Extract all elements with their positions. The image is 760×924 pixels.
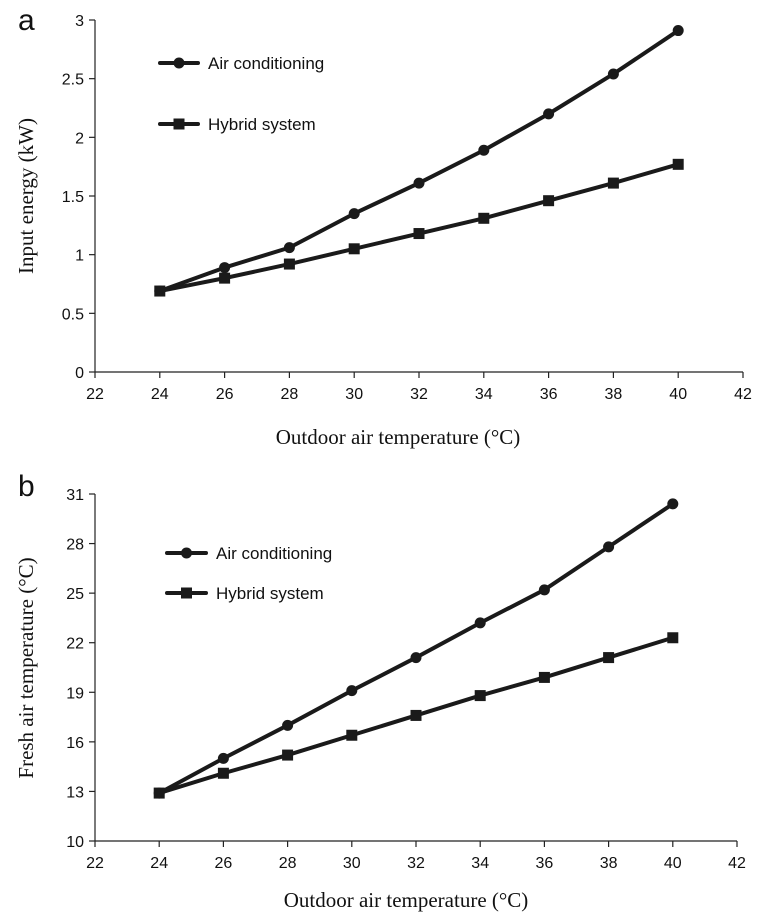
data-point-square (154, 285, 166, 297)
y-tick-label: 3 (75, 13, 84, 30)
y-tick-label: 1.5 (62, 189, 84, 206)
x-tick-label: 26 (215, 855, 233, 872)
series-hybrid-system (154, 158, 684, 297)
x-axis-title: Outdoor air temperature (°C) (276, 425, 521, 449)
data-point-square (413, 228, 425, 240)
data-point-square (543, 195, 555, 207)
y-tick-label: 16 (66, 735, 84, 752)
y-tick-label: 2.5 (62, 72, 84, 89)
y-axis-title: Fresh air temperature (°C) (14, 557, 38, 778)
data-point-square (667, 632, 679, 644)
y-tick-label: 22 (66, 636, 84, 653)
x-tick-label: 36 (536, 855, 554, 872)
x-tick-label: 40 (669, 386, 687, 403)
y-axis-title: Input energy (kW) (14, 118, 38, 274)
y-tick-label: 25 (66, 586, 84, 603)
x-tick-label: 40 (664, 855, 682, 872)
data-point-square (153, 787, 165, 799)
series-hybrid-system (153, 632, 679, 799)
data-point-circle (474, 617, 486, 629)
data-point-circle (478, 144, 490, 156)
data-point-circle (413, 177, 425, 189)
legend-entry: Hybrid system (158, 115, 316, 134)
panel-letter: b (18, 470, 35, 503)
y-tick-label: 31 (66, 487, 84, 504)
x-tick-label: 22 (86, 855, 104, 872)
data-point-square (478, 212, 490, 224)
data-point-circle (282, 719, 294, 731)
data-point-square (346, 729, 358, 741)
legend-marker-square (181, 587, 192, 599)
panel-letter: a (18, 4, 35, 37)
data-point-square (219, 272, 231, 284)
x-tick-label: 36 (540, 386, 558, 403)
data-point-circle (603, 541, 615, 553)
legend-label: Air conditioning (216, 544, 332, 563)
data-point-circle (410, 652, 422, 664)
legend-marker-circle (173, 57, 185, 69)
x-tick-label: 30 (343, 855, 361, 872)
data-point-circle (538, 584, 550, 596)
x-tick-label: 22 (86, 386, 104, 403)
chart-panel-a: a 22 24 26 28 30 32 34 36 38 40 42 0 0.5 1 1.5 2 2.5 3 Outd… (14, 4, 752, 449)
x-tick-label: 42 (728, 855, 746, 872)
x-tick-label: 28 (279, 855, 297, 872)
x-tick-label: 38 (605, 386, 623, 403)
x-tick-label: 38 (600, 855, 618, 872)
y-tick-label: 2 (75, 130, 84, 147)
y-tick-label: 0 (75, 365, 84, 382)
data-point-circle (217, 752, 229, 764)
legend-marker-circle (181, 547, 192, 559)
x-axis-title: Outdoor air temperature (°C) (284, 888, 529, 912)
x-tick-label: 28 (281, 386, 299, 403)
y-tick-label: 28 (66, 537, 84, 554)
data-point-circle (607, 68, 619, 80)
data-point-square (538, 671, 550, 683)
data-point-circle (348, 208, 360, 220)
x-tick-label: 30 (345, 386, 363, 403)
y-tick-label: 1 (75, 248, 84, 265)
data-point-square (410, 709, 422, 721)
x-tick-label: 24 (151, 386, 169, 403)
x-tick-label: 42 (734, 386, 752, 403)
data-point-circle (283, 242, 295, 254)
data-point-square (348, 243, 360, 255)
legend-marker-square (173, 118, 185, 130)
x-tick-label: 26 (216, 386, 234, 403)
x-tick-label: 24 (150, 855, 168, 872)
x-tick-label: 32 (410, 386, 428, 403)
data-point-square (217, 767, 229, 779)
data-point-square (672, 158, 684, 170)
y-tick-label: 0.5 (62, 306, 84, 323)
y-tick-label: 19 (66, 685, 84, 702)
data-point-square (474, 690, 486, 702)
data-point-circle (219, 262, 231, 274)
chart-panel-b: b 22 24 26 28 30 32 34 36 38 40 42 10 13 16 19 22 25 28 31 O… (14, 470, 746, 912)
x-tick-label: 32 (407, 855, 425, 872)
legend-label: Hybrid system (208, 115, 316, 134)
data-point-square (603, 652, 615, 664)
x-tick-label: 34 (471, 855, 489, 872)
data-point-square (607, 177, 619, 189)
data-point-square (283, 258, 295, 270)
legend-label: Air conditioning (208, 54, 324, 73)
legend-entry: Air conditioning (158, 54, 324, 73)
y-tick-label: 10 (66, 834, 84, 851)
data-point-circle (543, 108, 555, 120)
data-point-circle (346, 685, 358, 697)
legend-entry: Hybrid system (165, 584, 324, 603)
legend-label: Hybrid system (216, 584, 324, 603)
x-tick-label: 34 (475, 386, 493, 403)
data-point-square (282, 749, 294, 761)
data-point-circle (672, 25, 684, 37)
y-tick-label: 13 (66, 784, 84, 801)
data-point-circle (667, 498, 679, 510)
legend-entry: Air conditioning (165, 544, 332, 563)
